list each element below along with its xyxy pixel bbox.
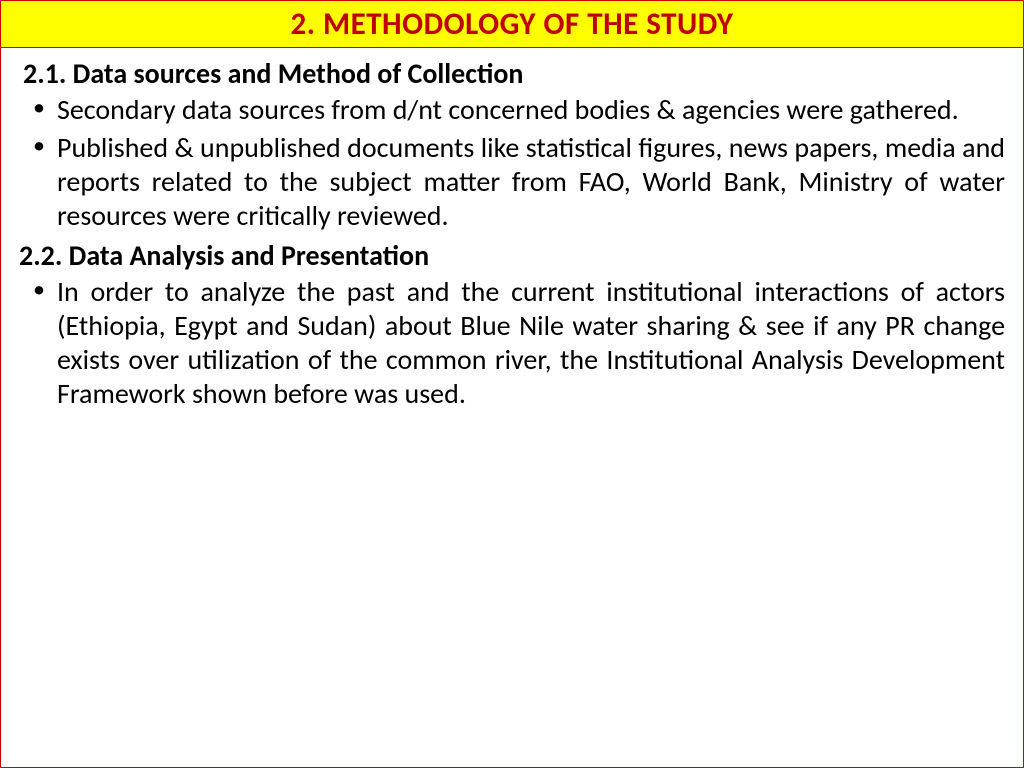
bullet-item: In order to analyze the past and the cur… <box>19 275 1005 412</box>
bullet-item: Secondary data sources from d/nt concern… <box>19 93 1005 127</box>
section-heading-1: 2.1. Data sources and Method of Collecti… <box>19 56 1005 91</box>
page-title: 2. METHODOLOGY OF THE STUDY <box>1 5 1023 43</box>
title-bar: 2. METHODOLOGY OF THE STUDY <box>0 0 1024 48</box>
bullet-list-2: In order to analyze the past and the cur… <box>19 275 1005 412</box>
bullet-list-1: Secondary data sources from d/nt concern… <box>19 93 1005 234</box>
section-heading-2: 2.2. Data Analysis and Presentation <box>19 238 1005 273</box>
content-box: 2.1. Data sources and Method of Collecti… <box>0 48 1024 768</box>
bullet-item: Published & unpublished documents like s… <box>19 131 1005 233</box>
